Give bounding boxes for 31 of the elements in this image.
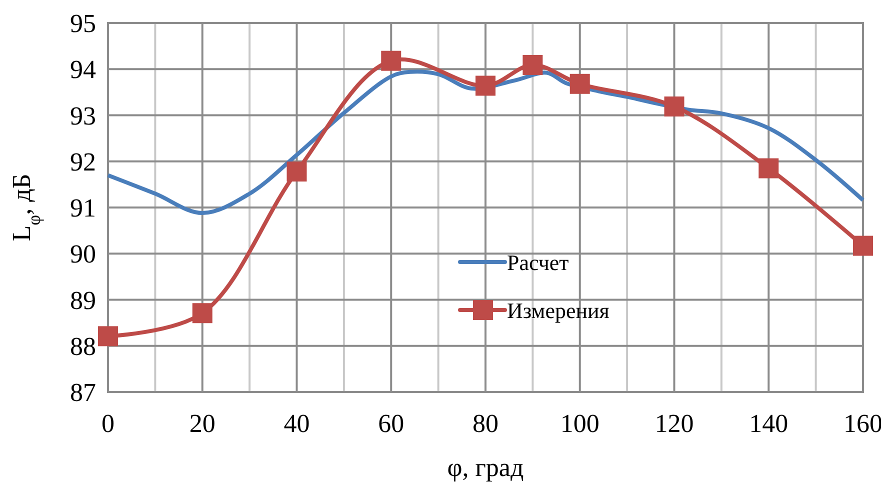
x-tick-label: 40: [284, 409, 310, 438]
y-tick-label: 88: [70, 332, 96, 361]
y-tick-label: 94: [70, 55, 96, 84]
point: [522, 54, 543, 75]
point: [192, 303, 212, 324]
y-tick-label: 87: [70, 378, 96, 407]
x-tick-label: 60: [378, 409, 404, 438]
point: [570, 74, 590, 94]
point: [664, 96, 684, 116]
line-series: [106, 70, 865, 216]
x-tick-label: 0: [102, 409, 114, 438]
legend-label: Измерения: [507, 298, 610, 323]
x-tick-label: 100: [560, 409, 600, 438]
point: [476, 76, 496, 96]
y-tick-label: 93: [70, 101, 96, 130]
point: [853, 236, 873, 256]
point: [98, 326, 118, 346]
y-tick-label: 92: [70, 147, 96, 176]
x-axis-title: φ, град: [447, 453, 524, 482]
point: [758, 158, 779, 178]
x-tick-label: 120: [654, 409, 694, 438]
point: [286, 162, 307, 182]
y-tick-label: 95: [70, 9, 96, 38]
x-tick-label: 80: [472, 409, 498, 438]
y-tick-label: 91: [70, 194, 96, 222]
legend-label: Расчет: [507, 250, 570, 275]
x-tick-label: 20: [189, 409, 216, 438]
y-tick-label: 90: [70, 240, 96, 269]
x-tick-label: 140: [749, 409, 788, 438]
point: [381, 50, 402, 71]
y-tick-label: 89: [70, 286, 96, 315]
